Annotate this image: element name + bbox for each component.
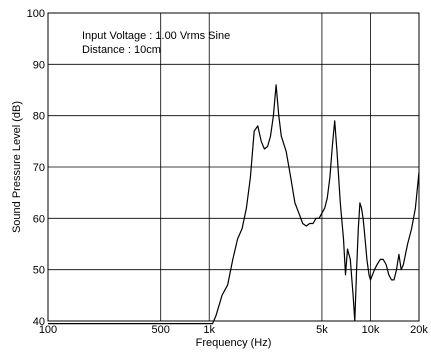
- y-tick-label: 40: [33, 316, 45, 328]
- x-tick-label: 500: [152, 324, 170, 336]
- y-tick-label: 50: [33, 265, 45, 277]
- y-tick-label: 70: [33, 162, 45, 174]
- x-tick-label: 1k: [203, 324, 215, 336]
- x-tick-label: 100: [39, 324, 57, 336]
- x-tick-label: 20k: [410, 324, 428, 336]
- annotation-distance: Distance : 10cm: [82, 44, 161, 56]
- series-line-spl: [48, 84, 420, 325]
- tick-labels: 40 50 60 70 80 90 100 100 500 1k 5k 10k 20k: [27, 8, 429, 336]
- y-tick-label: 80: [33, 111, 45, 123]
- x-axis-title: Frequency (Hz): [196, 337, 272, 349]
- y-tick-label: 90: [33, 59, 45, 71]
- annotation-input-voltage: Input Voltage : 1.00 Vrms Sine: [82, 30, 230, 42]
- x-tick-label: 10k: [362, 324, 380, 336]
- y-tick-label: 60: [33, 213, 45, 225]
- x-tick-label: 5k: [316, 324, 328, 336]
- y-tick-label: 100: [27, 8, 45, 20]
- y-axis-title: Sound Pressure Level (dB): [11, 101, 23, 233]
- plot-area-frame: [47, 12, 420, 322]
- grid-lines: [47, 12, 420, 322]
